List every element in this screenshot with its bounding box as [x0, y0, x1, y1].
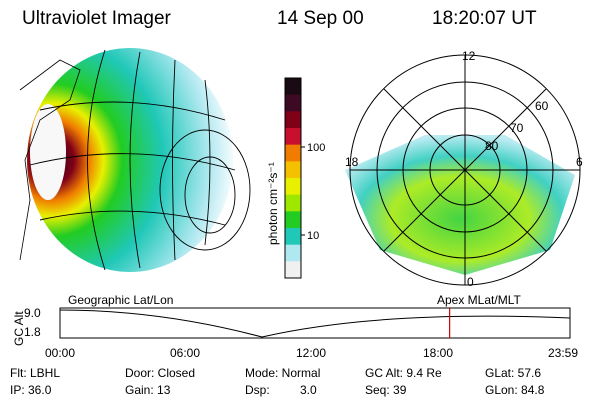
status-dsp-value: 3.0 [300, 383, 317, 397]
colorbar-cell [285, 194, 301, 212]
observation-date: 14 Sep 00 [277, 8, 364, 29]
colorbar-unit-label: photon cm⁻²s⁻¹ [266, 162, 280, 245]
apex-caption: Apex MLat/MLT [437, 293, 521, 307]
altitude-curve [59, 309, 571, 338]
colorbar-cell [285, 178, 301, 196]
mlt-18-label: 18 [345, 155, 359, 169]
colorbar-cell [285, 94, 301, 112]
polar-plot: 12 18 6 0 60 70 80 [345, 49, 583, 289]
observation-time: 18:20:07 UT [432, 8, 537, 29]
colorbar-cell [285, 211, 301, 229]
colorbar-cell [285, 111, 301, 129]
geographic-image [19, 48, 251, 272]
x-tick-1200: 12:00 [296, 346, 327, 360]
colorbar-tick-10: 10 [307, 230, 319, 242]
status-dsp-label: Dsp: [245, 383, 270, 397]
colorbar-cell [285, 244, 301, 262]
x-tick-1800: 18:00 [423, 346, 454, 360]
lat-lon-grid [29, 49, 251, 271]
status-mode: Mode: Normal [245, 366, 321, 380]
status-gain: Gain: 13 [125, 383, 171, 397]
colorbar-cell [285, 228, 301, 246]
mlt-0-label: 0 [467, 275, 474, 289]
colorbar-cell [285, 128, 301, 146]
colorbar: 100 10 photon cm⁻²s⁻¹ [266, 77, 325, 279]
status-glon: GLon: 84.8 [485, 383, 545, 397]
dayside-saturation [30, 104, 66, 200]
colorbar-cell [285, 261, 301, 279]
timeline-y-top: 9.0 [24, 306, 41, 320]
status-door: Door: Closed [125, 366, 196, 380]
x-tick-2359: 23:59 [548, 346, 579, 360]
coastline [19, 59, 81, 261]
lat-60-label: 60 [535, 99, 549, 113]
instrument-title: Ultraviolet Imager [22, 8, 171, 29]
mlt-12-label: 12 [462, 49, 476, 63]
geographic-caption: Geographic Lat/Lon [68, 293, 174, 307]
timeline-y-bottom: 1.8 [24, 325, 41, 339]
lat-80-label: 80 [485, 139, 499, 153]
colorbar-cell [285, 78, 301, 96]
status-seq: Seq: 39 [365, 383, 407, 397]
x-tick-0000: 00:00 [45, 346, 76, 360]
status-ip: IP: 36.0 [10, 383, 52, 397]
colorbar-tick-100: 100 [307, 142, 325, 154]
status-glat: GLat: 57.6 [485, 366, 542, 380]
lat-70-label: 70 [510, 121, 524, 135]
x-tick-0600: 06:00 [170, 346, 201, 360]
polar-grid [349, 54, 581, 286]
status-flt: Flt: LBHL [10, 366, 61, 380]
mlt-6-label: 6 [576, 155, 583, 169]
colorbar-cell [285, 144, 301, 162]
colorbar-cell [285, 161, 301, 179]
altitude-timeline [59, 307, 571, 339]
status-gcalt: GC Alt: 9.4 Re [365, 366, 442, 380]
